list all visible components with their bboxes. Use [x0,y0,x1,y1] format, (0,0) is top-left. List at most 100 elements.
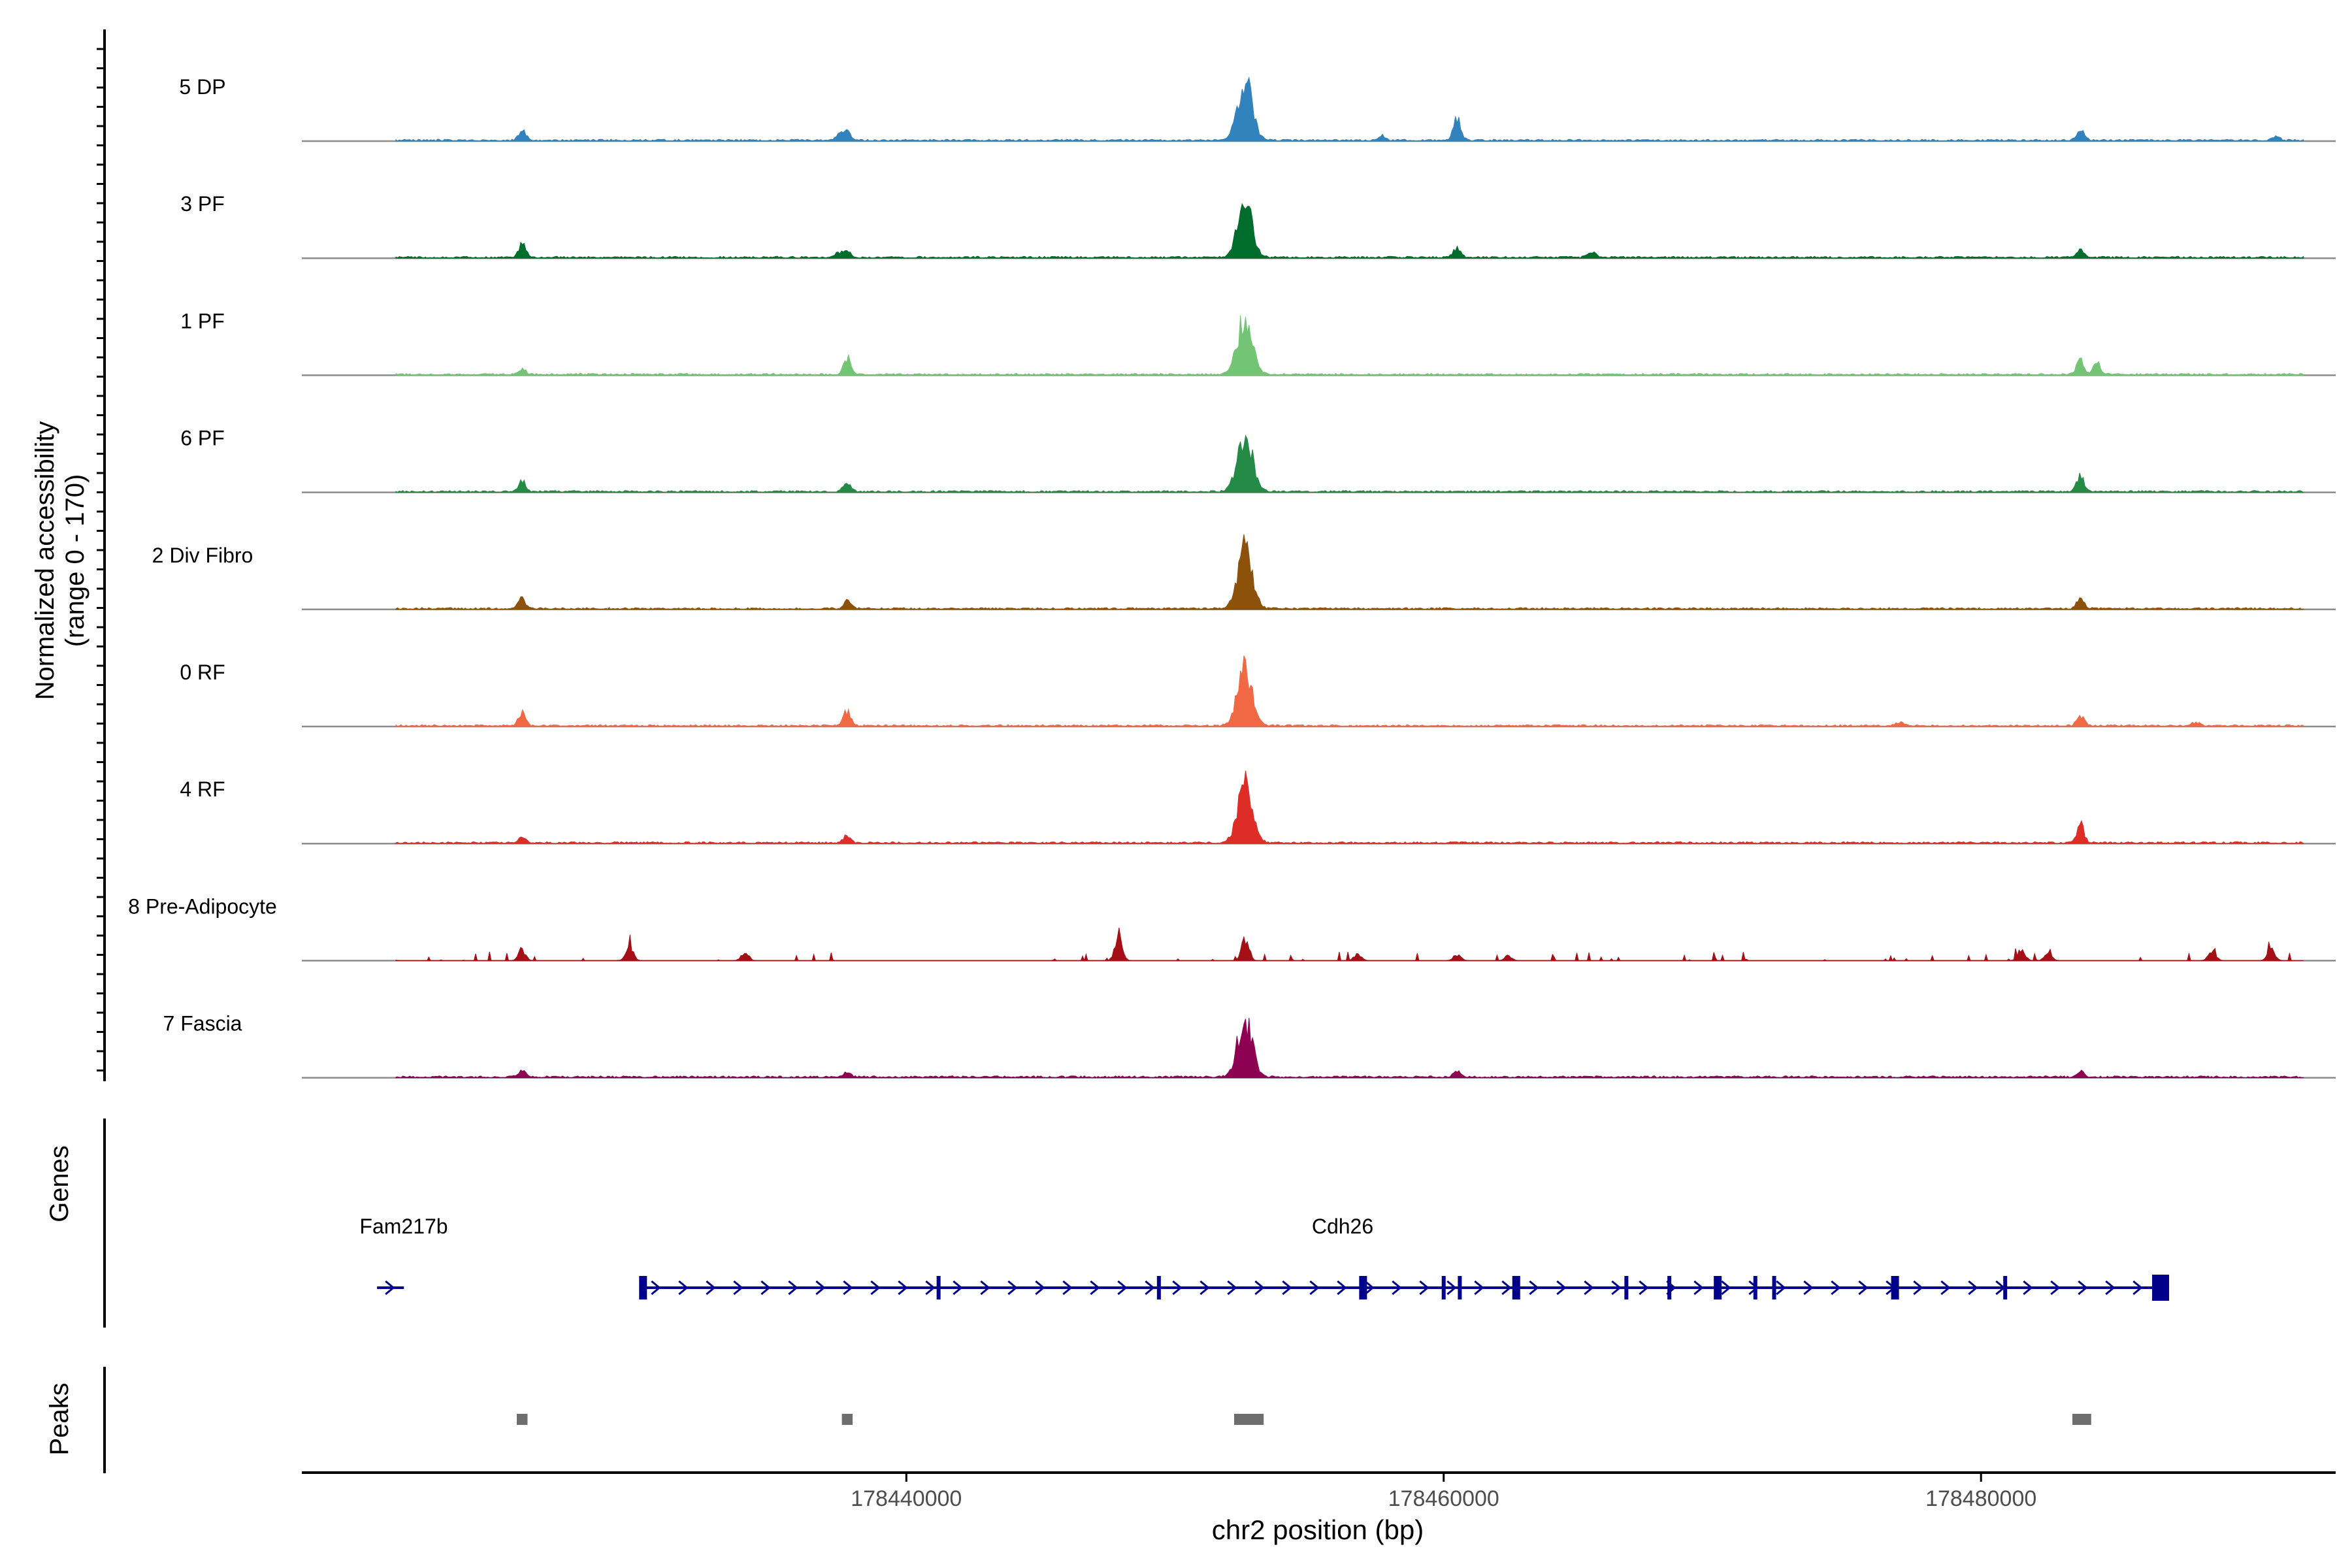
peak-region [516,1414,528,1425]
strand-arrow [1693,1280,1704,1296]
strand-arrow [1392,1280,1402,1296]
strand-arrow [1776,1280,1786,1296]
gene-label: Cdh26 [1312,1215,1373,1238]
track-1-pf: 1 PF [180,309,2336,376]
strand-arrow [1913,1280,1923,1296]
strand-arrow [788,1280,798,1296]
track-label: 3 PF [180,192,225,216]
coverage-area [395,434,2304,493]
strand-arrow [1611,1280,1622,1296]
exon [1156,1276,1161,1299]
exon [1667,1276,1672,1299]
coverage-area [395,1017,2304,1079]
coverage-area [395,927,2304,962]
x-tick-label: 178480000 [1925,1486,2036,1511]
strand-arrow [2132,1280,2143,1296]
gene-cdh26: Cdh26 [639,1215,2170,1301]
coverage-area [395,315,2304,376]
gene-annotation: Fam217b Cdh26 [103,1119,2170,1328]
track-4-rf: 4 RF [180,770,2336,845]
strand-arrow [1831,1280,1841,1296]
strand-arrow [1529,1280,1539,1296]
track-2-div-fibro: 2 Div Fibro [152,534,2336,611]
track-label: 7 Fascia [163,1012,242,1036]
exon [1714,1276,1722,1299]
y-axis-range: (range 0 - 170) [61,474,90,647]
exon [1512,1276,1520,1299]
peak-region [2072,1414,2091,1425]
track-label: 4 RF [180,777,225,801]
track-0-rf: 0 RF [180,655,2336,728]
x-tick-label: 178440000 [851,1486,962,1511]
strand-arrow [385,1280,395,1296]
strand-arrow [1309,1280,1320,1296]
strand-arrow [1117,1280,1128,1296]
x-axis: 178440000 178460000 178480000 [302,1471,2336,1511]
strand-arrow [843,1280,853,1296]
exon [1753,1276,1757,1299]
coverage-area [395,203,2304,259]
track-label: 0 RF [180,661,225,684]
exon [2003,1276,2008,1299]
strand-arrow [1145,1280,1155,1296]
strand-arrow [1007,1280,1018,1296]
strand-arrow [678,1280,689,1296]
exon-utr [2152,1275,2170,1301]
strand-arrow [733,1280,743,1296]
genes-panel-label: Genes [45,1145,74,1222]
coverage-area [395,770,2304,844]
strand-arrow [1446,1280,1457,1296]
strand-arrow [2105,1280,2115,1296]
strand-arrow [1639,1280,1649,1296]
peak-region [1233,1414,1264,1425]
exon [1458,1276,1462,1299]
strand-arrow [1501,1280,1512,1296]
strand-arrow [2023,1280,2033,1296]
strand-arrow [1940,1280,1951,1296]
track-5-dp: 5 DP [179,75,2336,142]
track-6-pf: 6 PF [180,427,2336,493]
exon [936,1276,941,1299]
strand-arrow [1721,1280,1731,1296]
track-label: 5 DP [179,75,225,99]
strand-arrow [1062,1280,1073,1296]
exon [1441,1276,1446,1299]
strand-arrow [1282,1280,1292,1296]
coverage-y-axis [97,29,106,1081]
strand-arrow [651,1280,661,1296]
exon [1624,1276,1629,1299]
strand-arrow [1803,1280,1814,1296]
track-label: 8 Pre-Adipocyte [128,894,277,918]
strand-arrow [1035,1280,1045,1296]
strand-arrow [1200,1280,1210,1296]
exon [1772,1276,1776,1299]
y-axis-title: Normalized accessibility [31,421,59,700]
strand-arrow [1172,1280,1183,1296]
strand-arrow [2050,1280,2061,1296]
coverage-area [395,534,2304,610]
strand-arrow [1556,1280,1567,1296]
strand-arrow [953,1280,963,1296]
strand-arrow [815,1280,826,1296]
strand-arrow [1337,1280,1347,1296]
track-3-pf: 3 PF [180,192,2336,259]
peak-regions [103,1367,2091,1473]
strand-arrow [2078,1280,2088,1296]
track-label: 1 PF [180,309,225,333]
strand-arrow [1254,1280,1265,1296]
strand-arrow [1968,1280,1978,1296]
track-8-pre-adipocyte: 8 Pre-Adipocyte [128,894,2336,962]
coverage-area [395,76,2304,142]
gene-label: Fam217b [359,1215,448,1238]
strand-arrow [1584,1280,1594,1296]
strand-arrow [760,1280,771,1296]
strand-arrow [1364,1280,1375,1296]
strand-arrow [1227,1280,1237,1296]
strand-arrow [1090,1280,1100,1296]
peaks-panel-label: Peaks [45,1382,74,1455]
exon [1891,1276,1899,1299]
track-label: 6 PF [180,427,225,450]
coverage-tracks: 5 DP 3 PF 1 PF 6 PF 2 Div Fibro 0 RF 4 RF 8 Pre… [128,75,2336,1079]
exon [639,1276,647,1299]
